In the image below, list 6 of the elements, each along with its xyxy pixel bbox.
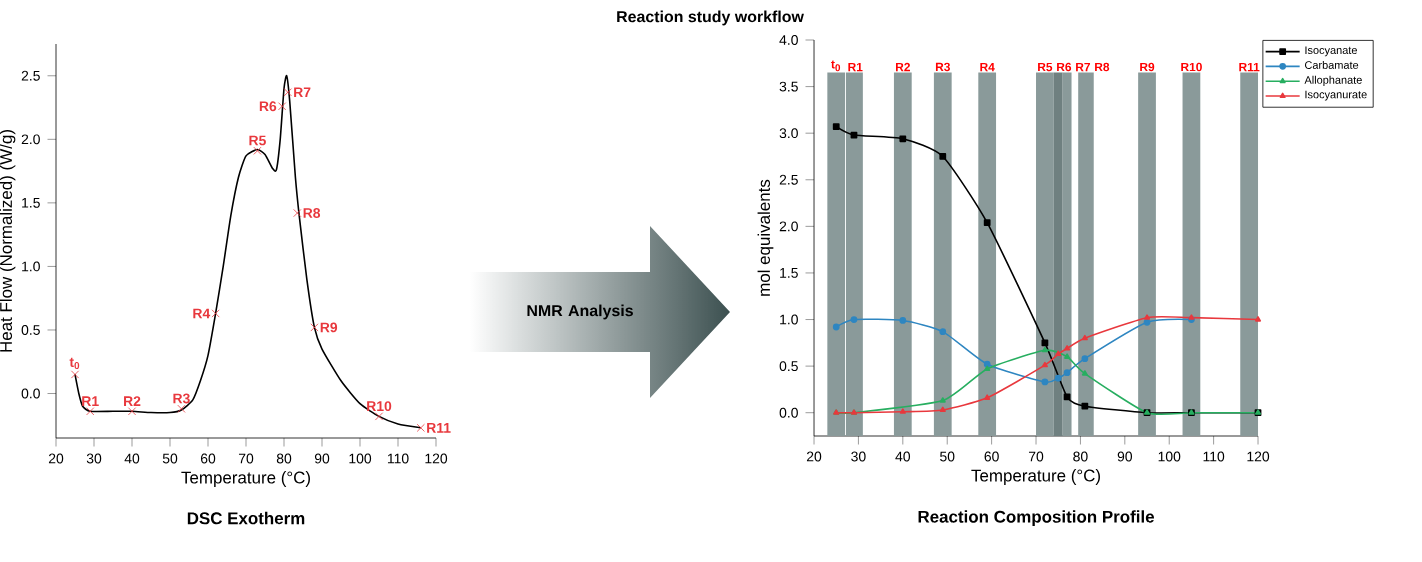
y-axis-title: Heat Flow (Normalized) (W/g): [0, 130, 16, 352]
y-axis-title: mol equivalents: [757, 179, 774, 296]
x-axis-title: Temperature (°C): [181, 471, 310, 487]
text: DSC Exotherm: [187, 511, 305, 525]
text: Reaction Composition Profile: [918, 510, 1155, 527]
x-axis-title: Temperature (°C): [971, 469, 1100, 485]
